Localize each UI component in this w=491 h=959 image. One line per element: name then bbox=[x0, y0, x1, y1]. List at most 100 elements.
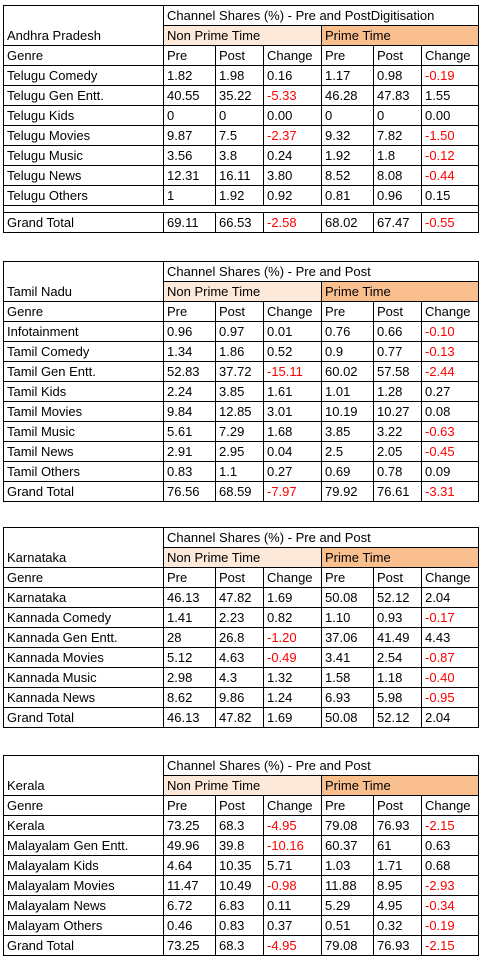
value-cell: 3.56 bbox=[163, 145, 216, 166]
column-header: Genre bbox=[3, 795, 164, 816]
value-cell: 0.04 bbox=[263, 441, 322, 462]
value-cell: 1.01 bbox=[321, 381, 374, 402]
column-header: Genre bbox=[3, 301, 164, 322]
value-cell: 0.16 bbox=[263, 65, 322, 86]
value-cell: 9.32 bbox=[321, 125, 374, 146]
value-cell: 8.95 bbox=[373, 875, 422, 896]
column-header: Change bbox=[263, 301, 322, 322]
table-row: Kannada Movies 5.12 4.63 -0.49 3.41 2.54 -0.87 bbox=[3, 647, 479, 668]
value-cell: 1.1 bbox=[215, 461, 264, 482]
table-row: Tamil Comedy 1.34 1.86 0.52 0.9 0.77 -0.13 bbox=[3, 341, 479, 362]
value-cell: 35.22 bbox=[215, 85, 264, 106]
value-cell: 4.64 bbox=[163, 855, 216, 876]
value-cell: 1.55 bbox=[421, 85, 479, 106]
genre-cell: Malayam Others bbox=[3, 915, 164, 936]
value-cell: 1.86 bbox=[215, 341, 264, 362]
value-cell: 5.29 bbox=[321, 895, 374, 916]
table-row: Malayalam Gen Entt. 49.96 39.8 -10.16 60.37 6… bbox=[3, 835, 479, 856]
value-cell: 73.25 bbox=[163, 815, 216, 836]
value-cell: 5.12 bbox=[163, 647, 216, 668]
value-cell: 7.5 bbox=[215, 125, 264, 146]
blank-row bbox=[3, 205, 479, 213]
value-cell: 1.24 bbox=[263, 687, 322, 708]
grand-total-value: 1.69 bbox=[263, 707, 322, 728]
value-cell: 0.24 bbox=[263, 145, 322, 166]
value-cell: 11.47 bbox=[163, 875, 216, 896]
value-cell: 0.00 bbox=[263, 105, 322, 126]
grand-total-value: 2.04 bbox=[421, 707, 479, 728]
value-cell: 1.34 bbox=[163, 341, 216, 362]
value-cell: 0.32 bbox=[373, 915, 422, 936]
value-cell: 1.69 bbox=[263, 587, 322, 608]
value-cell: 2.24 bbox=[163, 381, 216, 402]
value-cell: 5.61 bbox=[163, 421, 216, 442]
value-cell: 8.62 bbox=[163, 687, 216, 708]
grand-total-label: Grand Total bbox=[3, 481, 164, 502]
value-cell: 6.83 bbox=[215, 895, 264, 916]
value-cell: 76.93 bbox=[373, 815, 422, 836]
table-row: Telugu Kids 0 0 0.00 0 0 0.00 bbox=[3, 105, 479, 126]
value-cell: 52.12 bbox=[373, 587, 422, 608]
value-cell: 6.93 bbox=[321, 687, 374, 708]
genre-cell: Karnataka bbox=[3, 587, 164, 608]
table-row: Telugu Comedy 1.82 1.98 0.16 1.17 0.98 -0.19 bbox=[3, 65, 479, 86]
value-cell: 0.15 bbox=[421, 185, 479, 206]
value-cell: -0.87 bbox=[421, 647, 479, 668]
value-cell: 0.01 bbox=[263, 321, 322, 342]
column-header: Post bbox=[373, 45, 422, 66]
value-cell: 0.46 bbox=[163, 915, 216, 936]
column-header: Pre bbox=[321, 45, 374, 66]
table-row: Tamil Gen Entt. 52.83 37.72 -15.11 60.02 57.5… bbox=[3, 361, 479, 382]
value-cell: 0 bbox=[163, 105, 216, 126]
column-header: Post bbox=[373, 301, 422, 322]
genre-cell: Kerala bbox=[3, 815, 164, 836]
value-cell: 0.96 bbox=[163, 321, 216, 342]
genre-cell: Tamil News bbox=[3, 441, 164, 462]
grand-total-value: 76.93 bbox=[373, 935, 422, 956]
non-prime-time-header: Non Prime Time bbox=[163, 281, 322, 302]
table-row: Telugu Music 3.56 3.8 0.24 1.92 1.8 -0.12 bbox=[3, 145, 479, 166]
grand-total-value: 47.82 bbox=[215, 707, 264, 728]
grand-total-value: 69.11 bbox=[163, 212, 216, 233]
value-cell: 12.31 bbox=[163, 165, 216, 186]
value-cell: 37.06 bbox=[321, 627, 374, 648]
value-cell: 0.66 bbox=[373, 321, 422, 342]
value-cell: 1.82 bbox=[163, 65, 216, 86]
column-header: Post bbox=[373, 795, 422, 816]
value-cell: 2.04 bbox=[421, 587, 479, 608]
share-table-karnataka: Karnataka Channel Shares (%) - Pre and Po… bbox=[3, 527, 479, 728]
region-label: Kerala bbox=[3, 755, 164, 796]
value-cell: -0.19 bbox=[421, 915, 479, 936]
table-row: Malayalam Movies 11.47 10.49 -0.98 11.88 8.95… bbox=[3, 875, 479, 896]
column-header: Post bbox=[215, 795, 264, 816]
column-header: Change bbox=[263, 45, 322, 66]
value-cell: 10.19 bbox=[321, 401, 374, 422]
value-cell: 79.08 bbox=[321, 815, 374, 836]
value-cell: -2.37 bbox=[263, 125, 322, 146]
grand-total-value: -0.55 bbox=[421, 212, 479, 233]
value-cell: 0.97 bbox=[215, 321, 264, 342]
column-header: Change bbox=[421, 795, 479, 816]
table-title: Channel Shares (%) - Pre and Post bbox=[163, 527, 479, 548]
table-title: Channel Shares (%) - Pre and Post bbox=[163, 261, 479, 282]
column-header: Genre bbox=[3, 45, 164, 66]
value-cell: 57.58 bbox=[373, 361, 422, 382]
value-cell: 0.78 bbox=[373, 461, 422, 482]
prime-time-header: Prime Time bbox=[321, 775, 479, 796]
table-row: Infotainment 0.96 0.97 0.01 0.76 0.66 -0.10 bbox=[3, 321, 479, 342]
value-cell: 0.09 bbox=[421, 461, 479, 482]
value-cell: 0.76 bbox=[321, 321, 374, 342]
grand-total-value: 79.92 bbox=[321, 481, 374, 502]
column-header: Change bbox=[421, 567, 479, 588]
value-cell: 0.37 bbox=[263, 915, 322, 936]
grand-total-value: 79.08 bbox=[321, 935, 374, 956]
column-header: Post bbox=[373, 567, 422, 588]
genre-cell: Malayalam Kids bbox=[3, 855, 164, 876]
value-cell: 0.96 bbox=[373, 185, 422, 206]
genre-cell: Telugu News bbox=[3, 165, 164, 186]
value-cell: 2.95 bbox=[215, 441, 264, 462]
table-row: Tamil Movies 9.84 12.85 3.01 10.19 10.27 0.08 bbox=[3, 401, 479, 422]
value-cell: 0.92 bbox=[263, 185, 322, 206]
value-cell: 3.8 bbox=[215, 145, 264, 166]
grand-total-value: 46.13 bbox=[163, 707, 216, 728]
